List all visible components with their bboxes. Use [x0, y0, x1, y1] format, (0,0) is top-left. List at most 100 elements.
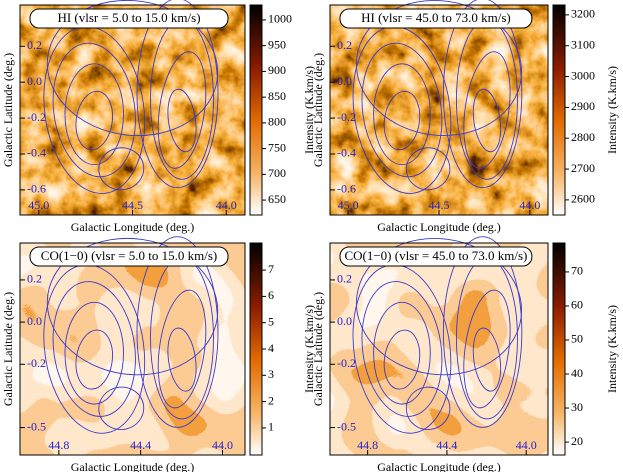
colorbar-tick-label: 40 [571, 366, 583, 380]
colorbar-tick-label: 20 [571, 434, 583, 448]
colorbar-title: Intensity (K.km/s) [302, 305, 316, 393]
contour [98, 386, 145, 431]
contour [463, 51, 511, 169]
contour [355, 0, 523, 136]
plot-frame [19, 242, 246, 456]
colorbar-tick-label: 60 [571, 298, 583, 312]
title-box [339, 8, 533, 29]
x-tick-label: 44.8 [48, 438, 69, 452]
y-axis-title: Galactic Latitude (deg.) [1, 292, 15, 406]
x-tick-label: 44.0 [212, 438, 233, 452]
contour [442, 236, 523, 428]
colorbar-tick-label: 2800 [571, 130, 595, 144]
colorbar-tick-label: 7 [268, 262, 274, 276]
contour [157, 51, 207, 169]
colorbar-tick-label: 3100 [571, 37, 595, 51]
y-tick-label: -0.5 [27, 419, 46, 433]
y-tick-label: -0.4 [337, 146, 356, 160]
y-tick-label: -0.5 [337, 419, 356, 433]
contour [64, 301, 124, 405]
x-axis-title: Galactic Longitude (deg.) [71, 220, 195, 234]
y-tick-label: -0.4 [27, 146, 46, 160]
contour [52, 42, 136, 178]
contour [361, 281, 443, 417]
colorbar-tick-label: 850 [268, 89, 286, 103]
y-tick-label: -0.6 [27, 182, 46, 196]
y-tick-label: 0.0 [27, 74, 42, 88]
contour [472, 88, 502, 153]
panel-title: CO(1−0) (vlsr = 45.0 to 73.0 km/s) [344, 248, 527, 263]
colorbar-tick-label: 3 [268, 367, 274, 381]
colorbar-tick-label: 950 [268, 37, 286, 51]
x-tick-label: 44.5 [429, 198, 450, 212]
colorbar-tick-label: 3000 [571, 68, 595, 82]
y-tick-label: 0.0 [337, 74, 352, 88]
panel-title: CO(1−0) (vlsr = 5.0 to 15.0 km/s) [41, 248, 217, 263]
x-tick-label: 44.0 [519, 198, 540, 212]
contour [383, 329, 421, 390]
y-tick-label: 0.0 [27, 314, 42, 328]
colorbar-tick-label: 1000 [268, 12, 292, 26]
contour [167, 88, 197, 153]
colorbar-tick-label: 5 [268, 314, 274, 328]
colorbar-tick-label: 2 [268, 393, 274, 407]
panel: 44.8 44.4 44.0 0.2 0.0 -0.2 -0.5 CO(1−0) (vlsr … [311, 236, 619, 472]
colorbar-tick-label: 650 [268, 192, 286, 206]
y-tick-label: -0.2 [337, 356, 356, 370]
y-tick-label: -0.2 [27, 110, 46, 124]
contour [136, 0, 219, 189]
x-tick-label: 44.8 [357, 438, 378, 452]
colorbar [552, 242, 566, 456]
y-axis-title: Galactic Latitude (deg.) [1, 53, 15, 167]
x-tick-label: 45.0 [28, 198, 49, 212]
colorbar-tick-label: 2900 [571, 99, 595, 113]
colorbar-title: Intensity (K.km/s) [302, 66, 316, 154]
plot-frame [329, 242, 549, 456]
title-box [339, 246, 533, 267]
y-axis-title: Galactic Latitude (deg.) [311, 292, 325, 406]
x-tick-label: 44.5 [122, 198, 143, 212]
colorbar-tick-label: 3200 [571, 7, 595, 21]
colorbar-tick-label: 2700 [571, 161, 595, 175]
y-tick-label: 0.2 [337, 272, 352, 286]
panel: 45.0 44.5 44.0 0.2 0.0 -0.2 -0.4 -0.6 HI (vlsr =… [1, 0, 316, 234]
y-tick-label: -0.2 [337, 110, 356, 124]
contour [463, 289, 511, 409]
colorbar-tick-label: 30 [571, 400, 583, 414]
contour [136, 236, 219, 428]
colorbar-tick-label: 6 [268, 288, 274, 302]
y-axis-title: Galactic Latitude (deg.) [311, 53, 325, 167]
y-tick-label: -0.6 [337, 182, 356, 196]
colorbar-title: Intensity (K.km/s) [605, 66, 619, 154]
contour [46, 237, 219, 376]
contour [167, 327, 197, 392]
panel-title: HI (vlsr = 5.0 to 15.0 km/s) [57, 10, 200, 25]
contour [46, 0, 219, 137]
panel: 45.0 44.5 44.0 0.2 0.0 -0.2 -0.4 -0.6 HI (vlsr =… [311, 0, 619, 234]
contour [361, 42, 443, 178]
colorbar-tick-label: 50 [571, 332, 583, 346]
x-axis-title: Galactic Longitude (deg.) [377, 220, 501, 234]
panel-title: HI (vlsr = 45.0 to 73.0 km/s) [361, 10, 511, 25]
title-box [29, 246, 229, 267]
x-axis-title: Galactic Longitude (deg.) [377, 460, 501, 472]
title-box [29, 8, 229, 29]
x-tick-label: 44.0 [216, 198, 237, 212]
colorbar-tick-label: 1 [268, 420, 274, 434]
colorbar-title: Intensity (K.km/s) [605, 305, 619, 393]
x-axis-title: Galactic Longitude (deg.) [71, 460, 195, 472]
contour [157, 289, 207, 409]
contour [442, 0, 523, 189]
colorbar [249, 242, 263, 456]
colorbar [249, 4, 263, 216]
contour [373, 301, 431, 405]
contour [64, 63, 124, 166]
y-tick-label: 0.0 [337, 314, 352, 328]
contour [405, 147, 451, 191]
contour [472, 327, 502, 392]
y-tick-label: -0.2 [27, 356, 46, 370]
colorbar-tick-label: 4 [268, 341, 274, 355]
colorbar-tick-label: 900 [268, 63, 286, 77]
colorbar-tick-label: 70 [571, 264, 583, 278]
